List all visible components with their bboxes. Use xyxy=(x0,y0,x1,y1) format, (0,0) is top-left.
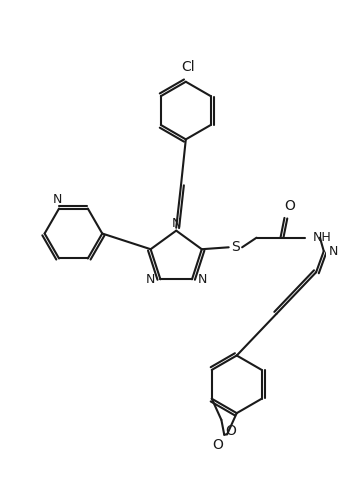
Text: O: O xyxy=(225,424,236,438)
Text: NH: NH xyxy=(312,231,331,244)
Text: Cl: Cl xyxy=(181,60,195,74)
Text: N: N xyxy=(52,193,62,206)
Text: S: S xyxy=(231,240,240,254)
Text: N: N xyxy=(171,216,181,230)
Text: O: O xyxy=(284,199,295,213)
Text: N: N xyxy=(198,273,207,286)
Text: O: O xyxy=(212,438,223,452)
Text: N: N xyxy=(145,273,155,286)
Text: N: N xyxy=(329,245,338,258)
